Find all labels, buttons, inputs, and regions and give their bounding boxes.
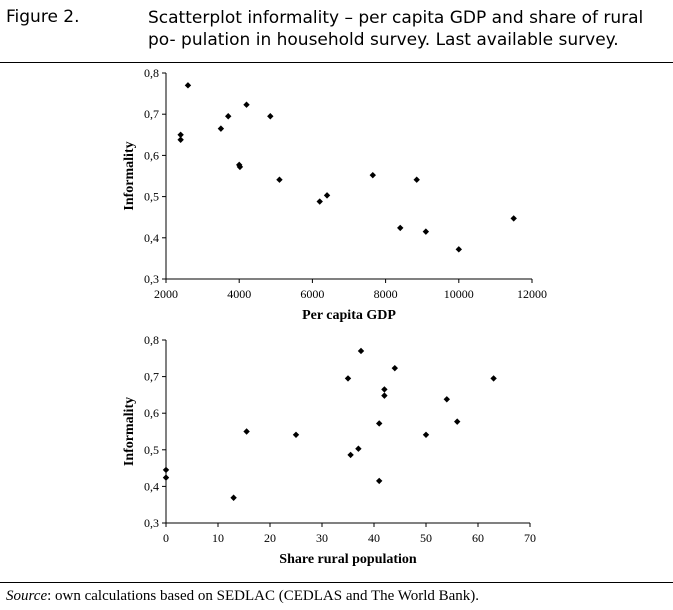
rural-data-point bbox=[162, 466, 170, 474]
gdp-y-tick-label: 0,3 bbox=[144, 272, 159, 286]
gdp-data-point bbox=[422, 228, 430, 235]
rural-data-point bbox=[454, 418, 461, 425]
gdp-chart: 0,3 0,4 0,5 0,6 0,7 0,8 2000 4000 6000 8000 10000 1… bbox=[122, 66, 547, 323]
scatter-charts: 0,3 0,4 0,5 0,6 0,7 0,8 2000 4000 6000 8000 10000 1… bbox=[122, 66, 547, 567]
source-label: Source bbox=[6, 588, 48, 604]
gdp-y-tick-label: 0,8 bbox=[144, 66, 159, 80]
gdp-data-point bbox=[413, 176, 420, 183]
gdp-data-point bbox=[455, 246, 462, 253]
rural-data-point bbox=[381, 392, 388, 399]
gdp-x-tick-label: 12000 bbox=[517, 287, 547, 301]
rural-data-point bbox=[243, 428, 250, 435]
gdp-data-point bbox=[276, 176, 283, 183]
rural-y-tick-label: 0,4 bbox=[144, 479, 159, 493]
rural-data-point bbox=[230, 494, 237, 501]
rural-y-axis-title: Informality bbox=[122, 397, 137, 466]
figure-title: Scatterplot informality – per capita GDP… bbox=[148, 8, 644, 50]
rural-data-point bbox=[347, 451, 354, 459]
gdp-data-point bbox=[177, 131, 184, 138]
rural-y-tick-label: 0,5 bbox=[144, 443, 159, 457]
gdp-y-tick-label: 0,7 bbox=[144, 107, 159, 121]
source-note: Source: own calculations based on SEDLAC… bbox=[0, 582, 673, 610]
gdp-data-point bbox=[217, 125, 225, 132]
rural-data-point bbox=[443, 396, 450, 403]
gdp-data-point bbox=[236, 163, 244, 171]
gdp-y-axis-title: Informality bbox=[122, 141, 137, 210]
figure-header: Figure 2. Scatterplot informality – per … bbox=[0, 0, 673, 63]
rural-x-tick-label: 40 bbox=[368, 531, 380, 545]
gdp-x-axis-title: Per capita GDP bbox=[302, 308, 396, 323]
gdp-y-tick-label: 0,6 bbox=[144, 148, 159, 162]
rural-y-tick-label: 0,6 bbox=[144, 406, 159, 420]
rural-data-point bbox=[391, 364, 398, 372]
gdp-x-tick-label: 10000 bbox=[444, 287, 474, 301]
source-text: : own calculations based on SEDLAC (CEDL… bbox=[47, 588, 480, 604]
gdp-x-tick-label: 6000 bbox=[300, 287, 324, 301]
rural-y-tick-label: 0,7 bbox=[144, 370, 159, 384]
rural-x-axis-title: Share rural population bbox=[279, 552, 417, 567]
rural-chart: 0,3 0,4 0,5 0,6 0,7 0,8 0 10 20 30 40 50 60 70 Share r… bbox=[122, 333, 536, 567]
rural-y-tick-label: 0,8 bbox=[144, 333, 159, 347]
gdp-data-point bbox=[243, 101, 250, 108]
gdp-data-point bbox=[369, 171, 376, 179]
rural-data-point bbox=[162, 474, 170, 481]
rural-data-point bbox=[292, 431, 300, 438]
rural-x-tick-label: 0 bbox=[163, 531, 169, 545]
rural-data-point bbox=[376, 420, 383, 427]
rural-data-point bbox=[422, 431, 430, 438]
rural-x-tick-label: 60 bbox=[472, 531, 484, 545]
gdp-data-point bbox=[184, 82, 192, 89]
gdp-y-tick-label: 0,4 bbox=[144, 231, 159, 245]
rural-x-tick-label: 10 bbox=[212, 531, 224, 545]
gdp-data-point bbox=[397, 224, 404, 232]
gdp-x-tick-label: 4000 bbox=[227, 287, 251, 301]
rural-y-tick-label: 0,3 bbox=[144, 516, 159, 530]
rural-data-point bbox=[344, 375, 352, 382]
gdp-y-tick-label: 0,5 bbox=[144, 190, 159, 204]
rural-data-point bbox=[376, 477, 383, 485]
figure-label: Figure 2. bbox=[6, 7, 80, 27]
rural-x-tick-label: 50 bbox=[420, 531, 432, 545]
gdp-x-tick-label: 2000 bbox=[154, 287, 178, 301]
gdp-data-point bbox=[267, 113, 274, 120]
rural-x-tick-label: 20 bbox=[264, 531, 276, 545]
gdp-x-tick-label: 8000 bbox=[374, 287, 398, 301]
gdp-data-point bbox=[316, 198, 323, 205]
rural-x-tick-label: 70 bbox=[524, 531, 536, 545]
rural-data-point bbox=[381, 386, 388, 393]
gdp-data-point bbox=[225, 113, 232, 120]
rural-data-point bbox=[357, 347, 365, 355]
rural-data-point bbox=[490, 375, 497, 382]
rural-x-tick-label: 30 bbox=[316, 531, 328, 545]
gdp-data-point bbox=[510, 215, 517, 222]
gdp-data-point bbox=[177, 136, 184, 143]
gdp-data-point bbox=[323, 192, 331, 199]
rural-data-point bbox=[355, 445, 362, 452]
